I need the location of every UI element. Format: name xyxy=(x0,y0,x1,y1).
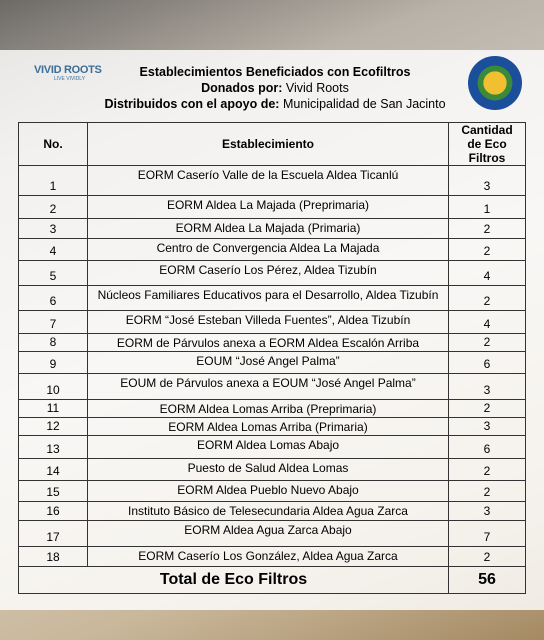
establishment: EORM Aldea Pueblo Nuevo Abajo xyxy=(87,480,449,502)
row-number: 14 xyxy=(18,458,88,481)
table-row: 1 EORM Caserío Valle de la Escuela Aldea … xyxy=(18,165,526,196)
row-number: 7 xyxy=(18,310,88,334)
column-header: Establecimiento xyxy=(87,122,449,166)
header-row: No. Establecimiento Cantidad de Eco Filtro… xyxy=(18,122,526,166)
table-row: 16 Instituto Básico de Telesecundaria Ald… xyxy=(18,501,526,521)
table-row: 15 EORM Aldea Pueblo Nuevo Abajo 2 xyxy=(18,480,526,502)
distributed-value: Municipalidad de San Jacinto xyxy=(282,97,446,111)
row-number: 12 xyxy=(18,417,88,436)
establishment: EORM Aldea Lomas Abajo xyxy=(87,435,449,459)
table-row: 3 EORM Aldea La Majada (Primaria) 2 xyxy=(18,218,526,239)
table-row: 10 EOUM de Párvulos anexa a EOUM “José An… xyxy=(18,373,526,400)
table-row: 2 EORM Aldea La Majada (Preprimaria) 1 xyxy=(18,195,526,219)
establishment: EORM Aldea La Majada (Primaria) xyxy=(87,218,449,239)
table-row: 9 EOUM “José Angel Palma” 6 xyxy=(18,351,526,374)
establishment: EORM Aldea Lomas Arriba (Preprimaria) xyxy=(87,399,449,418)
row-number: 17 xyxy=(18,520,88,547)
row-number: 11 xyxy=(18,399,88,418)
filter-count: 3 xyxy=(448,417,526,436)
row-number: 1 xyxy=(18,165,88,196)
establishment: EOUM de Párvulos anexa a EOUM “José Ange… xyxy=(87,373,449,400)
municipal-seal xyxy=(468,56,522,110)
establishment: Instituto Básico de Telesecundaria Aldea… xyxy=(87,501,449,521)
row-number: 16 xyxy=(18,501,88,521)
logo-tagline: LIVE VIVIDLY xyxy=(54,76,86,82)
establishment: EORM Caserío Valle de la Escuela Aldea T… xyxy=(87,165,449,196)
table-row: 7 EORM “José Esteban Villeda Fuentes”, Al… xyxy=(18,310,526,334)
row-number: 6 xyxy=(18,285,88,311)
filter-count: 1 xyxy=(448,195,526,219)
filter-count: 3 xyxy=(448,501,526,521)
establishment: EORM de Párvulos anexa a EORM Aldea Esca… xyxy=(87,333,449,352)
row-number: 5 xyxy=(18,260,88,286)
establishment: EORM Caserío Los González, Aldea Agua Za… xyxy=(87,546,449,567)
filter-count: 2 xyxy=(448,218,526,239)
filter-count: 7 xyxy=(448,520,526,547)
establishment: Centro de Convergencia Aldea La Majada xyxy=(87,238,449,261)
donated-label: Donados por: xyxy=(201,81,283,95)
row-number: 15 xyxy=(18,480,88,502)
establishment: Núcleos Familiares Educativos para el De… xyxy=(87,285,449,311)
establishment: EORM “José Esteban Villeda Fuentes”, Ald… xyxy=(87,310,449,334)
establishment: EOUM “José Angel Palma” xyxy=(87,351,449,374)
total-row: Total de Eco Filtros 56 xyxy=(18,566,526,594)
establishment: EORM Aldea Lomas Arriba (Primaria) xyxy=(87,417,449,436)
donated-value: Vivid Roots xyxy=(285,81,349,95)
filter-count: 6 xyxy=(448,435,526,459)
logo-name: VIVID ROOTS xyxy=(34,64,102,76)
total-label: Total de Eco Filtros xyxy=(18,566,449,594)
column-header: Cantidad de Eco Filtros xyxy=(448,122,526,166)
establishment: EORM Aldea Agua Zarca Abajo xyxy=(87,520,449,547)
row-number: 18 xyxy=(18,546,88,567)
row-number: 8 xyxy=(18,333,88,352)
filter-count: 6 xyxy=(448,351,526,374)
establishment: Puesto de Salud Aldea Lomas xyxy=(87,458,449,481)
table-row: 5 EORM Caserío Los Pérez, Aldea Tizubín 4 xyxy=(18,260,526,286)
table-row: 6 Núcleos Familiares Educativos para el D… xyxy=(18,285,526,311)
table-row: 12 EORM Aldea Lomas Arriba (Primaria) 3 xyxy=(18,417,526,436)
table-row: 4 Centro de Convergencia Aldea La Majada 2 xyxy=(18,238,526,261)
filter-count: 3 xyxy=(448,165,526,196)
title: Establecimientos Beneficiados con Ecofil… xyxy=(139,65,411,79)
filter-count: 3 xyxy=(448,373,526,400)
row-number: 13 xyxy=(18,435,88,459)
total-value: 56 xyxy=(448,566,526,594)
filter-count: 4 xyxy=(448,260,526,286)
table: No. Establecimiento Cantidad de Eco Filtro… xyxy=(18,122,526,594)
logo: VIVID ROOTS LIVE VIVIDLY xyxy=(34,64,102,82)
row-number: 2 xyxy=(18,195,88,219)
row-number: 9 xyxy=(18,351,88,374)
table-row: 18 EORM Caserío Los González, Aldea Agua … xyxy=(18,546,526,567)
column-header: No. xyxy=(18,122,88,166)
table-row: 14 Puesto de Salud Aldea Lomas 2 xyxy=(18,458,526,481)
row-number: 3 xyxy=(18,218,88,239)
filter-count: 2 xyxy=(448,546,526,567)
filter-count: 2 xyxy=(448,333,526,352)
row-number: 10 xyxy=(18,373,88,400)
table-row: 17 EORM Aldea Agua Zarca Abajo 7 xyxy=(18,520,526,547)
header: Establecimientos Beneficiados con Ecofil… xyxy=(90,64,460,112)
filter-count: 2 xyxy=(448,480,526,502)
table-row: 8 EORM de Párvulos anexa a EORM Aldea Esc… xyxy=(18,333,526,352)
filter-count: 2 xyxy=(448,285,526,311)
row-number: 4 xyxy=(18,238,88,261)
filter-count: 2 xyxy=(448,458,526,481)
establishment: EORM Aldea La Majada (Preprimaria) xyxy=(87,195,449,219)
establishment: EORM Caserío Los Pérez, Aldea Tizubín xyxy=(87,260,449,286)
distributed-label: Distribuidos con el apoyo de: xyxy=(104,97,280,111)
filter-count: 4 xyxy=(448,310,526,334)
filter-count: 2 xyxy=(448,399,526,418)
filter-count: 2 xyxy=(448,238,526,261)
table-row: 13 EORM Aldea Lomas Abajo 6 xyxy=(18,435,526,459)
table-row: 11 EORM Aldea Lomas Arriba (Preprimaria) 2 xyxy=(18,399,526,418)
